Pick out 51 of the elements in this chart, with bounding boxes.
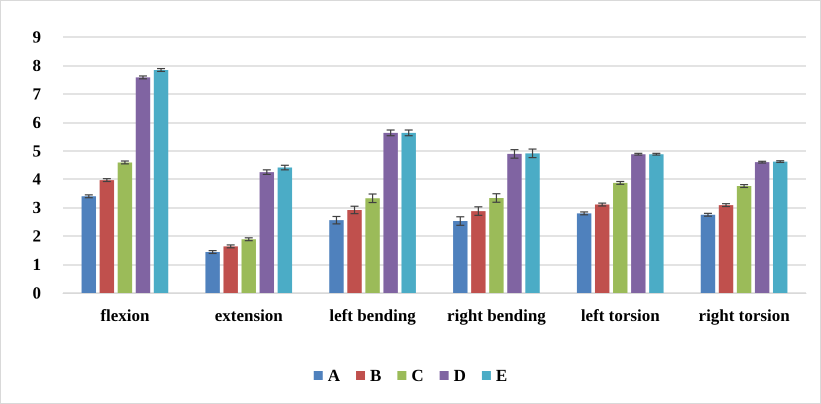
bar [649, 154, 664, 293]
bar [347, 210, 362, 293]
y-tick-label: 9 [32, 28, 41, 46]
bar [754, 162, 770, 293]
x-tick-label: right bending [447, 306, 546, 325]
bar [242, 239, 256, 293]
bar [205, 252, 220, 293]
bar [383, 132, 398, 293]
bar [613, 182, 628, 293]
y-tick-label: 3 [32, 198, 41, 218]
bar [631, 154, 646, 293]
bar [260, 172, 274, 293]
bar [507, 154, 522, 293]
y-tick-label: 8 [32, 56, 41, 75]
bar [329, 220, 344, 293]
legend-label: B [370, 366, 382, 385]
bar [136, 77, 150, 293]
legend-label: C [411, 366, 424, 385]
x-tick-label: left bending [329, 306, 416, 325]
legend-label: E [496, 366, 508, 385]
bar [453, 221, 468, 293]
bar [278, 168, 292, 293]
bar [365, 198, 380, 293]
bar [772, 162, 788, 293]
bar [576, 213, 592, 293]
bar [82, 196, 96, 293]
x-tick-label: flexion [100, 306, 150, 325]
y-tick-label: 2 [32, 226, 41, 246]
bar [594, 204, 610, 293]
y-tick-label: 4 [32, 170, 42, 189]
y-tick-label: 1 [32, 255, 41, 274]
bar [223, 246, 238, 293]
bar [154, 70, 168, 293]
bar [489, 198, 504, 293]
legend-label: D [454, 366, 466, 385]
bar [718, 205, 734, 293]
bar [100, 180, 114, 293]
y-tick-label: 6 [32, 112, 41, 132]
y-tick-label: 0 [32, 284, 41, 302]
bar [736, 186, 752, 293]
y-tick-label: 5 [32, 141, 41, 160]
y-tick-label: 7 [32, 84, 42, 104]
bar [401, 132, 416, 293]
x-tick-label: extension [214, 306, 284, 325]
bar [118, 162, 132, 293]
bar [525, 153, 540, 293]
bar [471, 211, 486, 293]
x-tick-label: left torsion [580, 306, 660, 325]
legend-label: A [328, 366, 341, 385]
bar [700, 214, 716, 293]
x-tick-label: right torsion [698, 306, 790, 325]
